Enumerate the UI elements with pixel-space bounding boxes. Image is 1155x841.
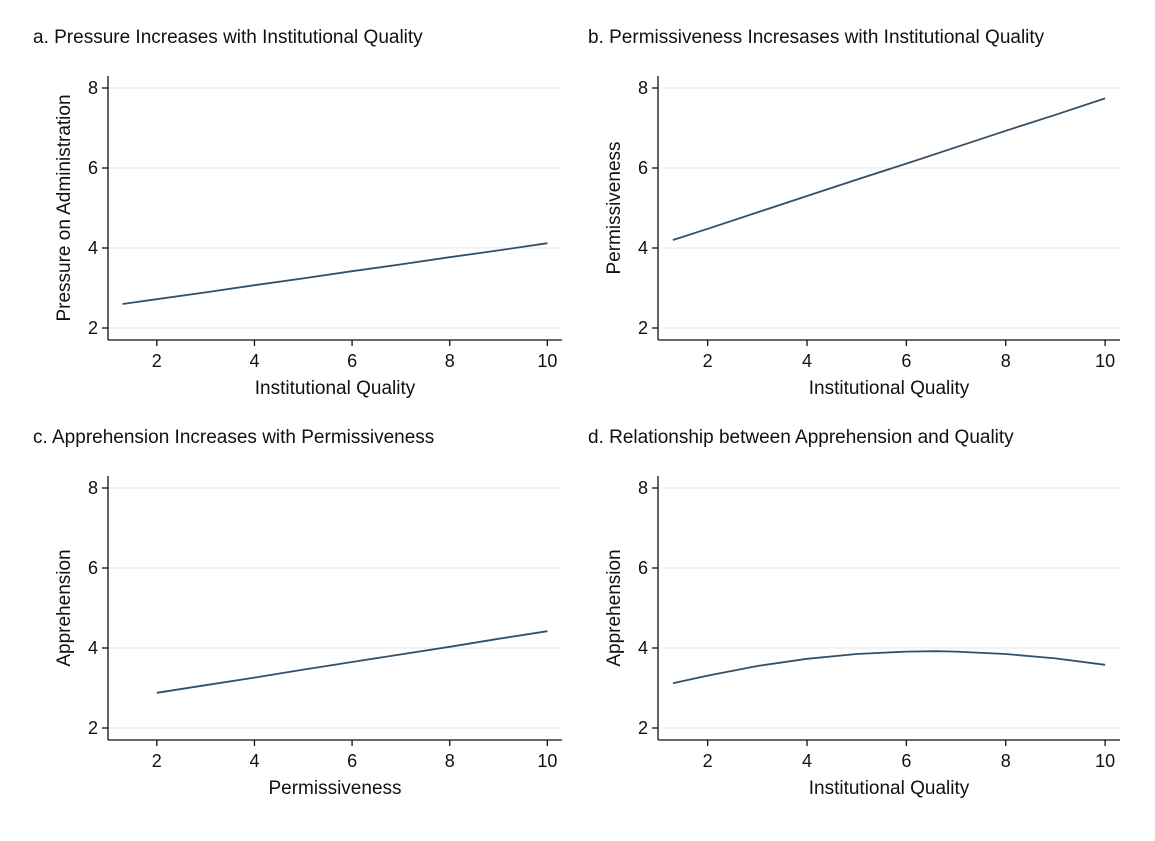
panel-a-x-tick-label-4: 4 bbox=[249, 351, 259, 371]
panel-c: c. Apprehension Increases with Permissiv… bbox=[33, 427, 562, 799]
panel-b-y-tick-label-8: 8 bbox=[638, 78, 648, 98]
panel-d-y-tick-label-2: 2 bbox=[638, 718, 648, 738]
panel-b: b. Permissiveness Incresases with Instit… bbox=[588, 27, 1120, 399]
panel-a-x-tick-label-2: 2 bbox=[152, 351, 162, 371]
panel-d-x-tick-label-4: 4 bbox=[802, 751, 812, 771]
panel-d-y-tick-label-6: 6 bbox=[638, 558, 648, 578]
panel-a-y-tick-label-8: 8 bbox=[88, 78, 98, 98]
panel-b-title: b. Permissiveness Incresases with Instit… bbox=[588, 27, 1045, 48]
panel-a-x-tick-label-6: 6 bbox=[347, 351, 357, 371]
panel-a-x-axis-label: Institutional Quality bbox=[255, 378, 416, 399]
panel-d-x-axis-label: Institutional Quality bbox=[809, 778, 970, 799]
panel-d-y-tick-label-8: 8 bbox=[638, 478, 648, 498]
panel-a-y-tick-label-4: 4 bbox=[88, 238, 98, 258]
panel-d-x-tick-label-2: 2 bbox=[703, 751, 713, 771]
panel-b-x-tick-label-8: 8 bbox=[1001, 351, 1011, 371]
panel-b-x-tick-label-6: 6 bbox=[901, 351, 911, 371]
panel-c-title: c. Apprehension Increases with Permissiv… bbox=[33, 427, 434, 448]
panel-b-y-tick-label-4: 4 bbox=[638, 238, 648, 258]
panel-b-x-tick-label-2: 2 bbox=[703, 351, 713, 371]
panel-d-y-axis-label: Apprehension bbox=[604, 549, 625, 666]
panel-a-title: a. Pressure Increases with Institutional… bbox=[33, 27, 423, 48]
panel-c-y-tick-label-8: 8 bbox=[88, 478, 98, 498]
panel-c-x-axis-label: Permissiveness bbox=[268, 778, 401, 799]
panel-c-x-tick-label-2: 2 bbox=[152, 751, 162, 771]
panel-d-x-tick-label-10: 10 bbox=[1095, 751, 1115, 771]
panel-a-x-tick-label-10: 10 bbox=[537, 351, 557, 371]
panel-a-y-axis-label: Pressure on Administration bbox=[54, 94, 75, 321]
panel-d-x-tick-label-8: 8 bbox=[1001, 751, 1011, 771]
panel-b-y-axis-label: Permissiveness bbox=[604, 141, 625, 274]
panel-c-y-tick-label-4: 4 bbox=[88, 638, 98, 658]
panel-d-y-tick-label-4: 4 bbox=[638, 638, 648, 658]
panel-c-x-tick-label-4: 4 bbox=[249, 751, 259, 771]
panel-a-y-tick-label-2: 2 bbox=[88, 318, 98, 338]
panel-c-x-tick-label-10: 10 bbox=[537, 751, 557, 771]
panel-a: a. Pressure Increases with Institutional… bbox=[33, 27, 562, 399]
panel-c-y-tick-label-6: 6 bbox=[88, 558, 98, 578]
panel-c-series-line bbox=[156, 630, 548, 694]
panel-d-title: d. Relationship between Apprehension and… bbox=[588, 427, 1014, 448]
panel-c-y-tick-label-2: 2 bbox=[88, 718, 98, 738]
panel-d-series-line bbox=[672, 650, 1106, 685]
panel-c-x-tick-label-6: 6 bbox=[347, 751, 357, 771]
panel-d: d. Relationship between Apprehension and… bbox=[588, 427, 1120, 799]
panel-a-y-tick-label-6: 6 bbox=[88, 158, 98, 178]
panel-b-x-tick-label-10: 10 bbox=[1095, 351, 1115, 371]
panel-c-x-tick-label-8: 8 bbox=[445, 751, 455, 771]
panel-a-series-line bbox=[122, 242, 548, 305]
panel-c-y-axis-label: Apprehension bbox=[54, 549, 75, 666]
panel-b-series-line bbox=[672, 97, 1106, 241]
panel-b-x-tick-label-4: 4 bbox=[802, 351, 812, 371]
panel-d-x-tick-label-6: 6 bbox=[901, 751, 911, 771]
panel-b-x-axis-label: Institutional Quality bbox=[809, 378, 970, 399]
panel-b-y-tick-label-2: 2 bbox=[638, 318, 648, 338]
panel-a-x-tick-label-8: 8 bbox=[445, 351, 455, 371]
panel-b-y-tick-label-6: 6 bbox=[638, 158, 648, 178]
